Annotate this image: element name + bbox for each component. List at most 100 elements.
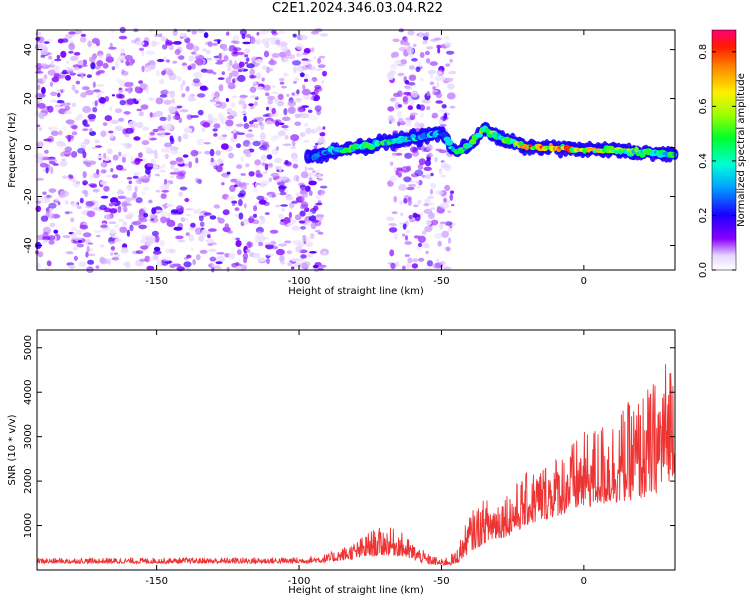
noise-blob bbox=[282, 143, 292, 147]
noise-blob bbox=[298, 220, 306, 224]
noise-blob bbox=[166, 59, 170, 63]
noise-blob bbox=[154, 173, 160, 177]
noise-blob bbox=[322, 70, 327, 77]
noise-blob bbox=[100, 257, 108, 265]
snr-series-line bbox=[36, 364, 676, 566]
noise-blob bbox=[156, 132, 163, 136]
noise-blob bbox=[160, 193, 167, 199]
noise-blob bbox=[190, 115, 200, 118]
noise-blob bbox=[280, 41, 288, 48]
noise-blob bbox=[388, 227, 398, 233]
noise-blob bbox=[231, 200, 238, 204]
noise-blob bbox=[185, 232, 190, 237]
noise-blob bbox=[263, 84, 271, 91]
noise-blob bbox=[57, 201, 61, 206]
noise-blob bbox=[238, 100, 243, 106]
noise-blob bbox=[441, 174, 446, 178]
noise-blob bbox=[290, 258, 300, 262]
noise-blob bbox=[82, 119, 87, 126]
noise-blob bbox=[71, 102, 77, 108]
noise-blob bbox=[302, 52, 309, 56]
noise-blob bbox=[238, 199, 243, 207]
noise-blob bbox=[199, 85, 208, 91]
noise-blob bbox=[236, 164, 243, 169]
noise-blob bbox=[390, 97, 396, 102]
noise-blob bbox=[310, 96, 314, 101]
noise-blob bbox=[195, 254, 201, 261]
noise-blob bbox=[293, 81, 297, 84]
noise-blob bbox=[102, 62, 109, 69]
noise-blob bbox=[169, 160, 178, 165]
noise-blob bbox=[81, 211, 86, 215]
noise-blob bbox=[141, 49, 145, 57]
noise-blob bbox=[395, 152, 403, 156]
noise-blob bbox=[154, 34, 160, 38]
noise-blob bbox=[65, 60, 70, 64]
noise-blob bbox=[118, 117, 125, 122]
noise-blob bbox=[301, 191, 309, 198]
noise-blob bbox=[430, 219, 439, 226]
noise-blob bbox=[224, 125, 230, 131]
noise-blob bbox=[181, 65, 188, 71]
noise-blob bbox=[392, 38, 400, 43]
noise-blob bbox=[417, 242, 423, 248]
noise-blob bbox=[253, 252, 261, 259]
noise-blob bbox=[196, 28, 206, 33]
noise-blob bbox=[260, 216, 266, 224]
noise-blob bbox=[154, 209, 163, 213]
noise-blob bbox=[243, 218, 250, 225]
noise-blob bbox=[321, 80, 325, 84]
noise-blob bbox=[215, 150, 221, 156]
noise-blob bbox=[190, 149, 199, 157]
noise-blob bbox=[169, 135, 174, 142]
noise-blob bbox=[68, 31, 76, 35]
snr-y-tick-label: 3000 bbox=[23, 424, 34, 449]
noise-blob bbox=[387, 218, 395, 221]
noise-blob bbox=[279, 81, 285, 85]
noise-blob bbox=[230, 40, 237, 44]
noise-blob bbox=[125, 127, 134, 134]
noise-blob bbox=[409, 146, 418, 153]
colorbar-tick-label: 0.8 bbox=[698, 44, 709, 60]
noise-blob bbox=[390, 262, 396, 270]
spectrogram-panel: -150 -100 -50 0 -40 -20 0 20 40 Height of strai… bbox=[7, 26, 679, 297]
noise-blob bbox=[393, 195, 398, 203]
noise-blob bbox=[178, 117, 183, 124]
noise-blob bbox=[243, 115, 247, 123]
noise-blob bbox=[242, 41, 251, 45]
noise-blob bbox=[308, 190, 313, 196]
noise-blob bbox=[400, 59, 407, 65]
noise-blob bbox=[61, 102, 66, 107]
noise-blob bbox=[109, 42, 113, 48]
noise-blob bbox=[182, 154, 189, 158]
noise-blob bbox=[92, 107, 98, 113]
noise-blob bbox=[109, 208, 118, 214]
noise-blob bbox=[283, 128, 289, 132]
noise-blob bbox=[434, 232, 443, 239]
colorbar-tick-label: 0.4 bbox=[698, 153, 709, 169]
noise-blob bbox=[243, 149, 251, 155]
noise-blob bbox=[255, 231, 264, 238]
noise-blob bbox=[201, 232, 207, 238]
noise-blob bbox=[236, 51, 245, 56]
noise-blob bbox=[238, 212, 244, 220]
noise-blob bbox=[146, 50, 155, 56]
noise-blob bbox=[271, 30, 277, 34]
noise-blob bbox=[199, 212, 204, 216]
noise-blob bbox=[281, 85, 287, 89]
noise-blob bbox=[120, 153, 128, 158]
noise-blob bbox=[407, 105, 413, 111]
noise-blob bbox=[165, 203, 174, 207]
noise-blob bbox=[449, 105, 456, 109]
noise-blob bbox=[215, 61, 224, 65]
noise-blob bbox=[275, 204, 281, 208]
noise-blob bbox=[95, 71, 101, 76]
noise-blob bbox=[416, 184, 422, 189]
noise-blob bbox=[287, 106, 296, 114]
noise-blob bbox=[68, 43, 76, 51]
noise-blob bbox=[181, 62, 187, 67]
noise-blob bbox=[284, 135, 289, 140]
noise-blob bbox=[86, 245, 90, 253]
noise-blob bbox=[95, 145, 102, 148]
noise-blob bbox=[163, 55, 167, 63]
